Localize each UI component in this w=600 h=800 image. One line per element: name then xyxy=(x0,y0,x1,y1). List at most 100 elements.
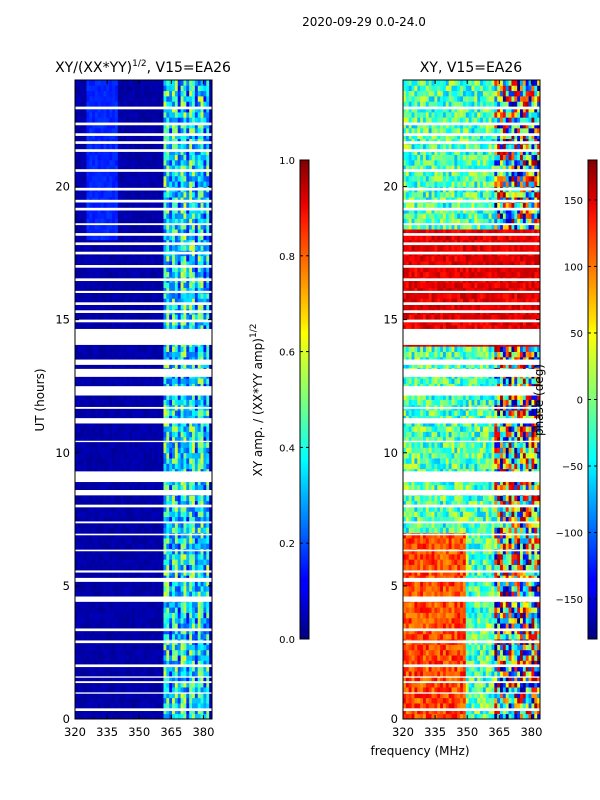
heatmap-cell xyxy=(89,213,93,219)
heatmap-cell xyxy=(106,410,110,416)
heatmap-cell xyxy=(157,692,162,699)
heatmap-cell xyxy=(117,202,122,209)
heatmap-cell xyxy=(77,665,82,672)
heatmap-cell xyxy=(186,633,190,640)
heatmap-cell xyxy=(132,665,136,672)
heatmap-cell xyxy=(103,713,107,720)
heatmap-cell xyxy=(172,234,176,241)
heatmap-cell xyxy=(174,601,179,608)
heatmap-cell xyxy=(112,708,116,715)
heatmap-cell xyxy=(100,692,104,699)
heatmap-cell xyxy=(143,500,147,507)
heatmap-cell xyxy=(163,319,167,326)
heatmap-cell xyxy=(126,213,130,219)
heatmap-cell xyxy=(163,255,167,262)
heatmap-cell xyxy=(86,585,90,592)
heatmap-cell xyxy=(92,351,96,358)
heatmap-cell xyxy=(183,410,187,416)
heatmap-cell xyxy=(106,266,110,273)
heatmap-cell xyxy=(97,708,102,715)
heatmap-cell xyxy=(163,346,167,352)
heatmap-cell xyxy=(197,527,201,534)
heatmap-cell xyxy=(203,282,207,289)
heatmap-cell xyxy=(75,506,79,512)
heatmap-cell xyxy=(75,607,79,613)
heatmap-cell xyxy=(94,708,99,715)
heatmap-cell xyxy=(117,484,122,491)
heatmap-cell xyxy=(169,181,173,187)
heatmap-cell xyxy=(172,346,176,352)
heatmap-cell xyxy=(94,287,99,294)
heatmap-cell xyxy=(103,298,107,305)
heatmap-cell xyxy=(100,649,104,656)
heatmap-cell xyxy=(203,617,207,624)
heatmap-cell xyxy=(160,601,164,608)
heatmap-cell xyxy=(189,165,193,171)
heatmap-cell xyxy=(100,644,104,651)
heatmap-cell xyxy=(149,298,153,305)
heatmap-cell xyxy=(137,213,142,219)
heatmap-cell xyxy=(94,282,99,289)
heatmap-cell xyxy=(129,410,133,416)
heatmap-cell xyxy=(183,671,187,677)
heatmap-cell xyxy=(174,261,179,267)
heatmap-cell xyxy=(172,516,176,523)
heatmap-cell xyxy=(143,580,147,587)
figure-suptitle: 2020-09-29 0.0-24.0 xyxy=(302,15,426,29)
heatmap-cell xyxy=(129,649,133,656)
heatmap-cell xyxy=(166,298,170,305)
heatmap-cell xyxy=(140,191,144,198)
heatmap-cell xyxy=(112,191,116,198)
heatmap-cell xyxy=(206,202,210,209)
heatmap-cell xyxy=(169,687,173,693)
heatmap-cell xyxy=(123,495,127,502)
heatmap-cell xyxy=(134,548,139,555)
heatmap-cell xyxy=(192,410,196,416)
heatmap-cell xyxy=(149,553,153,560)
heatmap-cell xyxy=(75,527,79,534)
heatmap-cell xyxy=(117,495,122,502)
heatmap-cell xyxy=(112,213,116,219)
heatmap-cell xyxy=(160,463,164,470)
heatmap-cell xyxy=(103,442,107,448)
heatmap-cell xyxy=(157,447,162,454)
heatmap-cell xyxy=(75,303,79,310)
heatmap-cell xyxy=(194,665,199,672)
heatmap-cell xyxy=(183,175,187,182)
heatmap-cell xyxy=(129,271,133,278)
heatmap-cell xyxy=(177,458,181,464)
heatmap-cell xyxy=(174,266,179,273)
heatmap-cell xyxy=(83,506,87,512)
heatmap-cell xyxy=(194,410,199,416)
heatmap-cell xyxy=(149,564,153,571)
heatmap-cell xyxy=(100,447,104,454)
heatmap-cell xyxy=(169,324,173,331)
heatmap-cell xyxy=(86,351,90,358)
heatmap-cell xyxy=(209,553,213,560)
heatmap-cell xyxy=(132,687,136,693)
heatmap-cell xyxy=(112,484,116,491)
heatmap-cell xyxy=(106,628,110,635)
heatmap-cell xyxy=(80,511,84,518)
heatmap-cell xyxy=(209,617,213,624)
heatmap-cell xyxy=(140,293,144,299)
heatmap-cell xyxy=(174,703,179,709)
heatmap-cell xyxy=(206,436,210,443)
heatmap-cell xyxy=(109,261,113,267)
heatmap-cell xyxy=(160,681,164,688)
heatmap-cell xyxy=(80,229,84,235)
heatmap-cell xyxy=(129,245,133,251)
heatmap-cell xyxy=(126,676,130,683)
heatmap-cell xyxy=(169,399,173,406)
heatmap-cell xyxy=(132,633,136,640)
heatmap-cell xyxy=(120,633,124,640)
heatmap-cell xyxy=(112,223,116,230)
heatmap-cell xyxy=(197,218,201,225)
heatmap-cell xyxy=(206,298,210,305)
heatmap-cell xyxy=(166,713,170,720)
heatmap-cell xyxy=(134,569,139,576)
heatmap-cell xyxy=(97,170,102,177)
heatmap-cell xyxy=(203,623,207,629)
heatmap-cell xyxy=(140,303,144,310)
heatmap-cell xyxy=(192,314,196,321)
